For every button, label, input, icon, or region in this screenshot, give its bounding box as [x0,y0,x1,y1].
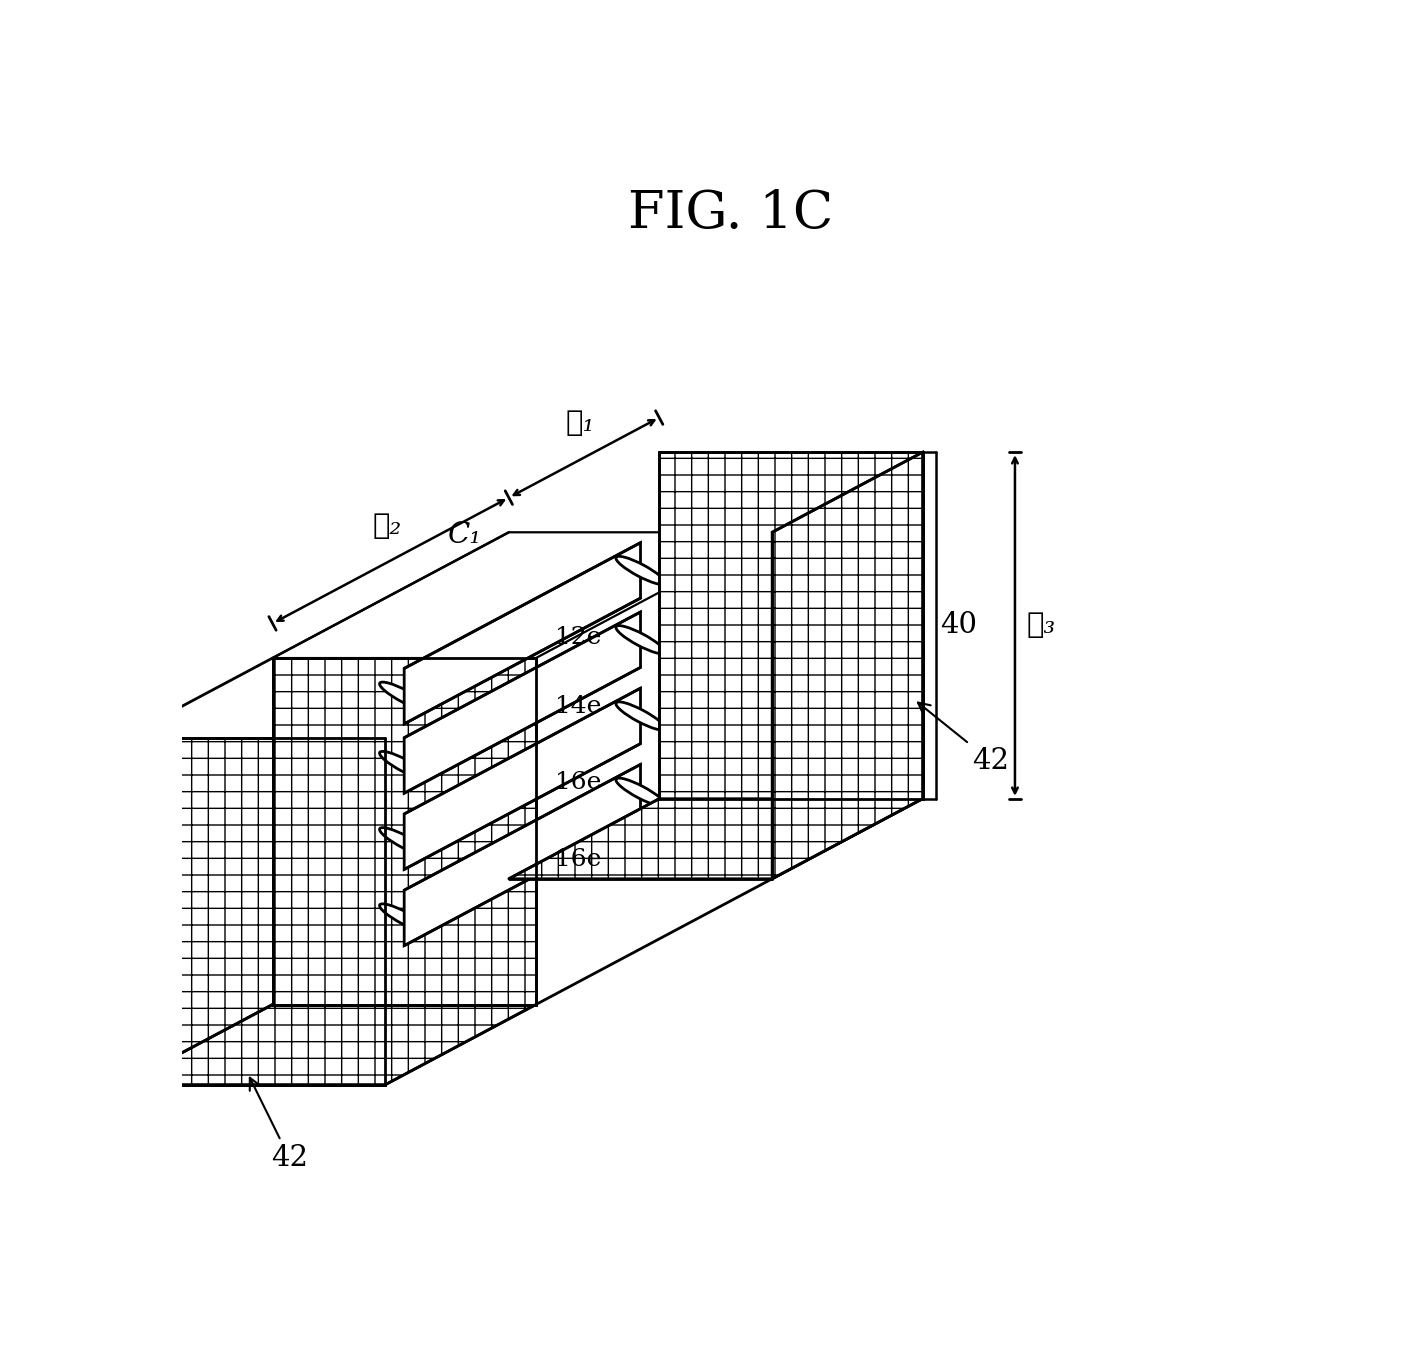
Polygon shape [123,1005,536,1085]
Polygon shape [404,689,640,869]
Polygon shape [272,879,771,1005]
Text: 14e: 14e [555,696,602,719]
Ellipse shape [379,827,429,856]
Ellipse shape [379,904,429,932]
Ellipse shape [616,778,665,807]
Text: 42: 42 [918,702,1008,774]
Polygon shape [659,453,923,799]
Ellipse shape [616,625,665,654]
Polygon shape [509,799,923,879]
Text: C₁: C₁ [448,522,482,549]
Polygon shape [123,738,385,1085]
Text: ℓ₁: ℓ₁ [566,410,595,437]
Ellipse shape [616,702,665,730]
Text: 40: 40 [940,612,977,640]
Text: 16e: 16e [555,848,602,871]
Text: ℓ₃: ℓ₃ [1027,612,1055,640]
Text: 42: 42 [250,1078,308,1172]
Polygon shape [404,612,640,793]
Text: 12e: 12e [555,626,602,650]
Polygon shape [404,542,640,724]
Ellipse shape [379,751,429,780]
Polygon shape [272,533,771,658]
Text: FIG. 1C: FIG. 1C [629,188,833,239]
Ellipse shape [379,682,429,711]
Text: 16e: 16e [555,772,602,795]
Polygon shape [272,658,536,1005]
Ellipse shape [616,556,665,584]
Polygon shape [771,453,923,879]
Polygon shape [404,765,640,945]
Text: ℓ₂: ℓ₂ [372,511,401,540]
